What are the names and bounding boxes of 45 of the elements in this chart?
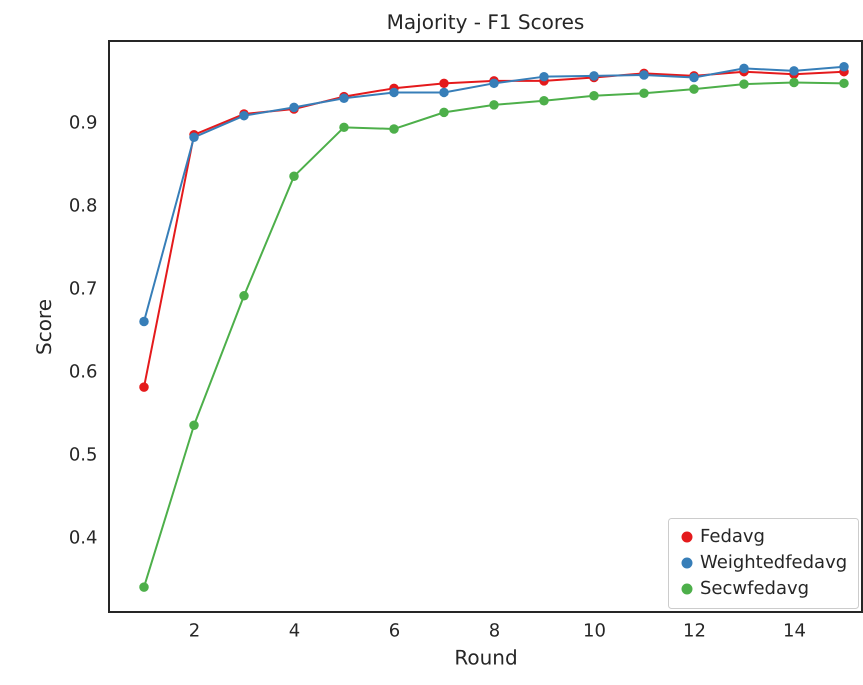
x-axis-title: Round xyxy=(454,646,518,670)
point xyxy=(489,100,499,110)
point xyxy=(539,96,549,106)
point xyxy=(739,79,749,89)
point xyxy=(439,78,449,88)
y-tick-label: 0.8 xyxy=(68,196,98,217)
point xyxy=(839,78,849,88)
y-tick-label: 0.9 xyxy=(68,112,98,134)
point xyxy=(639,88,649,98)
point xyxy=(489,78,499,88)
point xyxy=(289,172,299,182)
point xyxy=(539,72,549,82)
point xyxy=(189,420,199,430)
x-tick-label: 8 xyxy=(488,620,500,642)
y-tick-label: 0.5 xyxy=(68,444,98,466)
point xyxy=(239,291,249,301)
x-tick-label: 4 xyxy=(288,620,300,642)
x-tick-label: 6 xyxy=(388,620,400,642)
point xyxy=(189,132,199,142)
chart-title: Majority - F1 Scores xyxy=(386,10,584,34)
point xyxy=(139,316,149,326)
point xyxy=(439,88,449,98)
x-tick-label: 12 xyxy=(683,620,706,642)
point xyxy=(139,382,149,392)
x-tick-label: 14 xyxy=(783,620,806,642)
point xyxy=(389,88,399,98)
point xyxy=(839,62,849,72)
point xyxy=(589,91,599,101)
point xyxy=(439,108,449,118)
y-tick-label: 0.4 xyxy=(68,528,98,549)
point xyxy=(739,64,749,74)
y-axis-title: Score xyxy=(32,298,56,356)
point xyxy=(339,122,349,132)
x-tick-label: 2 xyxy=(188,620,200,642)
point xyxy=(789,78,799,88)
legend-label: Fedavg xyxy=(700,526,765,547)
y-tick-label: 0.7 xyxy=(68,278,98,300)
point xyxy=(789,66,799,76)
legend-label: Weightedfedavg xyxy=(700,552,848,573)
point xyxy=(139,582,149,592)
y-tick-label: 0.6 xyxy=(68,362,98,383)
legend-label: Secwfedavg xyxy=(700,578,810,599)
point xyxy=(689,84,699,94)
x-tick-label: 10 xyxy=(583,620,606,642)
point xyxy=(389,124,399,134)
